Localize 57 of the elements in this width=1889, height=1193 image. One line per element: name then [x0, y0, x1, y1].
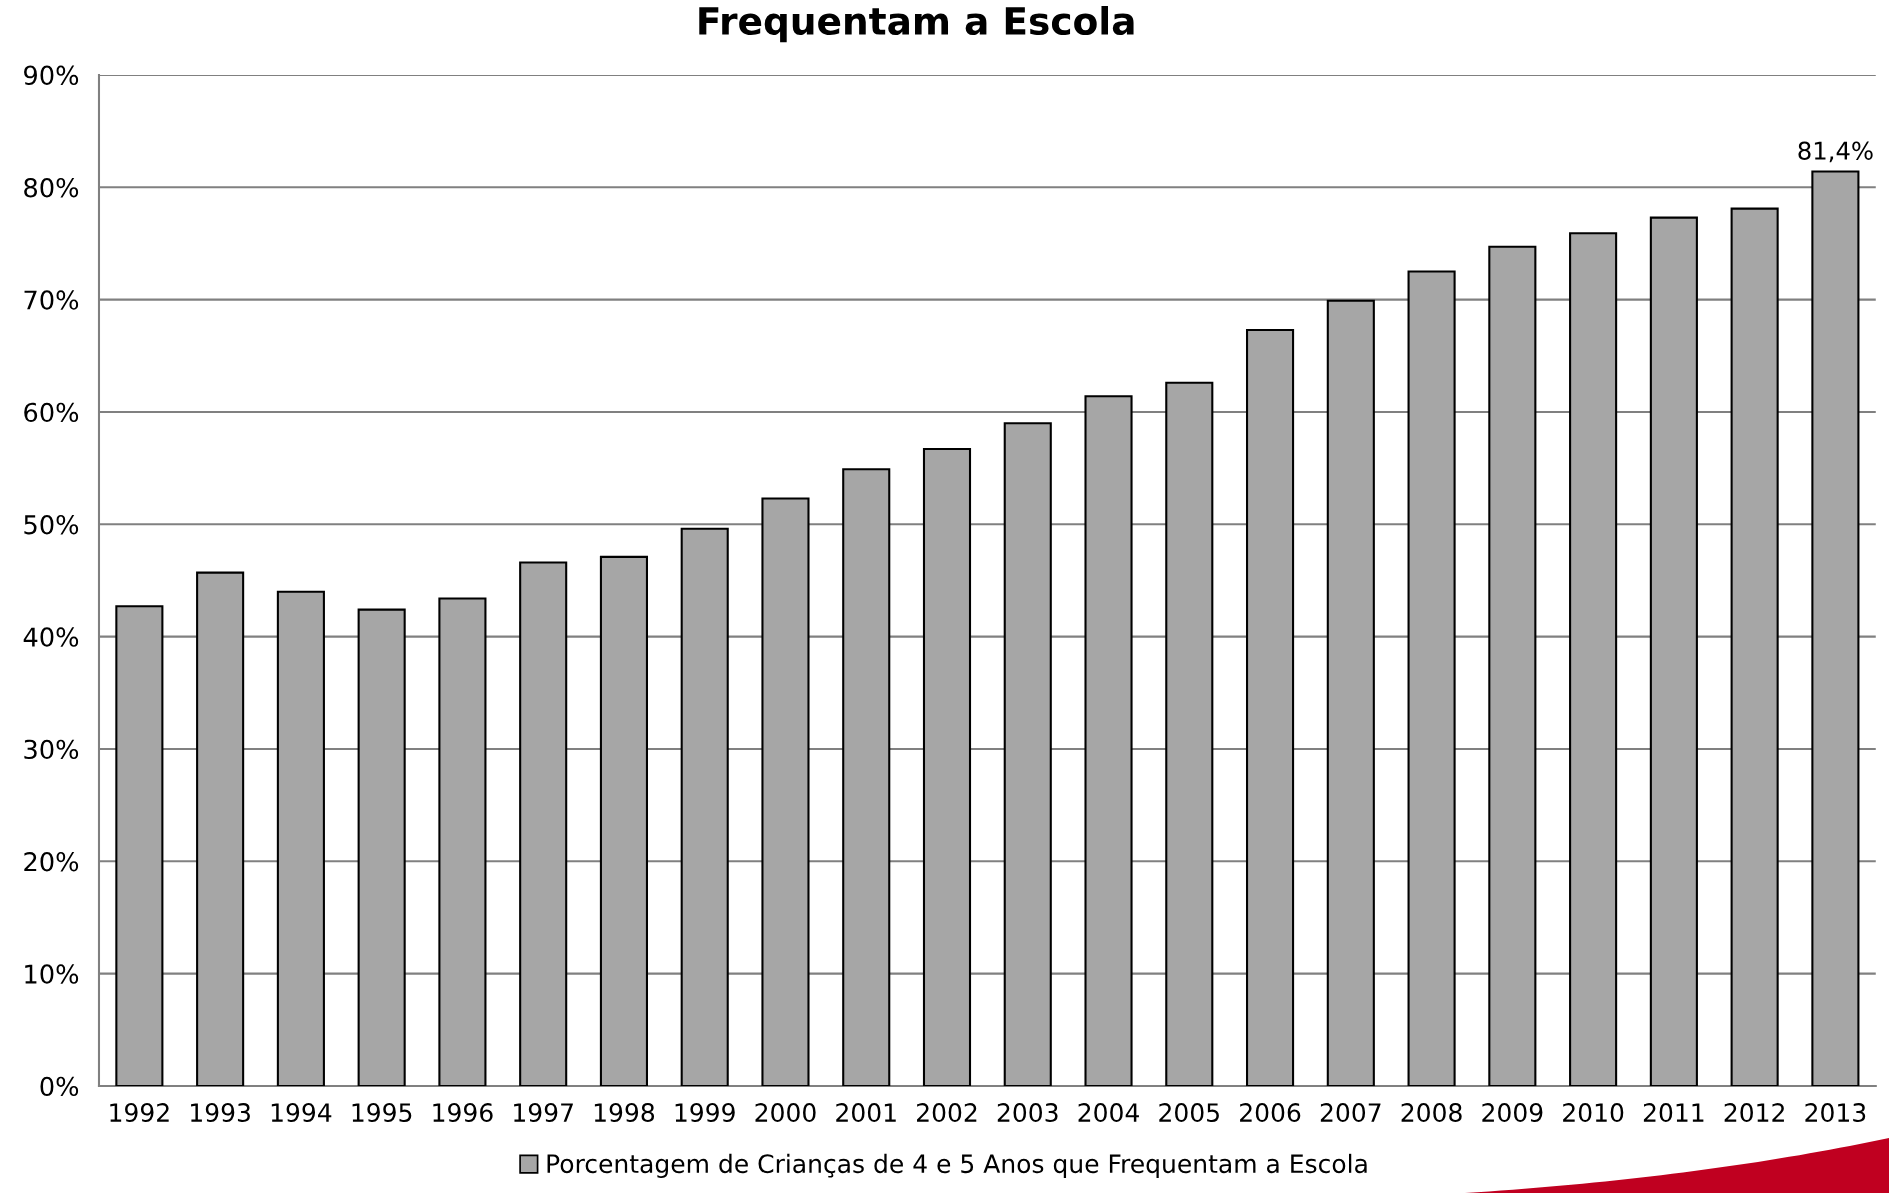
bar: [438, 597, 487, 1086]
data-label: 81,4%: [1798, 141, 1873, 163]
x-tick-label: 1994: [271, 1103, 332, 1123]
y-tick-label: 0%: [40, 1076, 79, 1097]
x-tick-label: 2005: [1159, 1103, 1219, 1123]
bar: [922, 447, 972, 1086]
x-tick-label: 2000: [755, 1103, 816, 1123]
bar: [115, 605, 164, 1086]
bar: [276, 590, 325, 1086]
bar: [1569, 232, 1618, 1086]
y-tick-label: 40%: [23, 627, 79, 647]
bar: [842, 468, 891, 1086]
bar: [599, 555, 648, 1086]
y-tick-label: 10%: [25, 964, 79, 984]
y-tick-label: 70%: [24, 290, 79, 310]
y-tick-label: 20%: [24, 852, 79, 872]
bar: [1003, 422, 1052, 1086]
x-tick-label: 1998: [594, 1103, 655, 1123]
y-tick-label: 30%: [24, 739, 79, 760]
y-tick-label: 60%: [24, 402, 79, 423]
bar: [1811, 170, 1860, 1086]
x-tick-label: 2012: [1724, 1103, 1784, 1123]
x-tick-label: 2006: [1240, 1103, 1301, 1123]
bar: [1488, 245, 1537, 1086]
x-tick-label: 2002: [917, 1103, 977, 1123]
bar: [1649, 216, 1698, 1086]
x-tick-label: 2003: [997, 1103, 1058, 1123]
x-tick-label: 1995: [352, 1103, 412, 1123]
x-tick-label: 2004: [1078, 1103, 1139, 1123]
y-tick-label: 80%: [24, 177, 79, 198]
x-tick-label: 1992: [110, 1103, 169, 1123]
x-tick-label: 1993: [191, 1103, 250, 1123]
legend-label: Porcentagem de Crianças de 4 e 5 Anos que Frequentam a Escola: [547, 1153, 1367, 1178]
chart-title: Frequentam a Escola: [699, 6, 1134, 43]
x-tick-label: 2009: [1482, 1103, 1543, 1123]
bar: [1245, 328, 1295, 1086]
x-tick-label: 1997: [514, 1103, 573, 1123]
bar: [519, 561, 568, 1086]
x-tick-label: 2008: [1401, 1103, 1462, 1123]
bar: [680, 527, 729, 1086]
y-tick-label: 90%: [24, 65, 79, 86]
bar: [761, 497, 810, 1086]
x-tick-label: 2001: [836, 1103, 896, 1123]
x-tick-label: 1999: [675, 1103, 735, 1123]
x-tick-label: 1996: [433, 1103, 493, 1123]
bar: [1326, 299, 1375, 1086]
y-tick-label: 50%: [24, 514, 79, 535]
bar: [1730, 207, 1779, 1086]
x-tick-label: 2010: [1563, 1103, 1624, 1123]
bar: [1407, 270, 1456, 1086]
bar: [357, 608, 406, 1086]
x-tick-label: 2013: [1805, 1103, 1866, 1123]
bar: [1165, 381, 1214, 1086]
x-tick-label: 2011: [1643, 1103, 1704, 1123]
bar: [196, 571, 245, 1086]
bar: [1084, 395, 1133, 1086]
x-tick-label: 2007: [1320, 1103, 1381, 1123]
